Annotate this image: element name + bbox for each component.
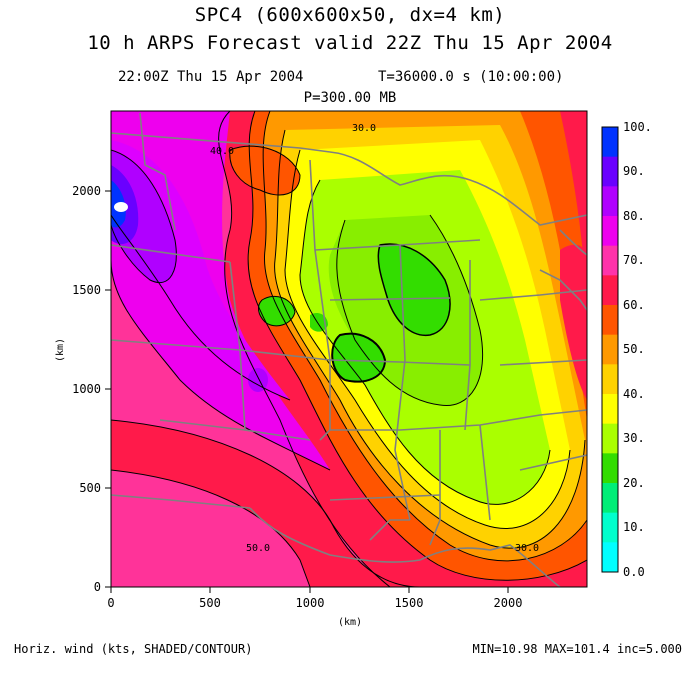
y-tick-label: 500	[79, 481, 101, 495]
pressure-level-label: P=300.00 MB	[303, 90, 397, 106]
y-tick-labels: 0 500 1000 1500 2000	[72, 184, 101, 594]
x-axis-unit: (km)	[338, 617, 362, 628]
colorbar-cell	[602, 423, 618, 454]
y-tick-label: 1500	[72, 283, 101, 297]
axis-ticks	[105, 190, 509, 593]
colorbar-cell	[602, 334, 618, 365]
colorbar-cell	[602, 305, 618, 336]
colorbar-cell	[602, 542, 618, 573]
colorbar-cell	[602, 364, 618, 395]
plot-title-line2: 10 h ARPS Forecast valid 22Z Thu 15 Apr …	[87, 32, 613, 54]
contour-labels: 40.0 30.0 50.0 30.0	[210, 123, 539, 554]
plot-title-line1: SPC4 (600x600x50, dx=4 km)	[194, 4, 506, 26]
colorbar-label: 30.	[623, 431, 645, 445]
colorbar-label: 0.0	[623, 565, 645, 579]
model-time-label: T=36000.0 s (10:00:00)	[378, 69, 564, 85]
y-tick-label: 0	[94, 580, 101, 594]
colorbar-cell	[602, 245, 618, 276]
colorbar-cell	[602, 483, 618, 514]
colorbar-label: 40.	[623, 387, 645, 401]
contour-label: 40.0	[210, 146, 234, 157]
colorbar-label: 100.	[623, 120, 652, 134]
x-tick-labels: 0 500 1000 1500 2000	[107, 596, 522, 610]
x-tick-label: 2000	[494, 596, 523, 610]
colorbar-label: 70.	[623, 253, 645, 267]
y-axis-unit: (km)	[55, 338, 66, 362]
colorbar-cell	[602, 512, 618, 543]
colorbar-frame	[601, 126, 619, 573]
contour-label: 50.0	[246, 543, 270, 554]
colorbar-cell	[602, 453, 618, 484]
colorbar-cell	[602, 216, 618, 247]
colorbar-label: 90.	[623, 164, 645, 178]
colorbar-label: 10.	[623, 520, 645, 534]
valid-time-label: 22:00Z Thu 15 Apr 2004	[118, 69, 304, 85]
x-tick-label: 1000	[296, 596, 325, 610]
wind-speed-shading	[111, 111, 587, 587]
x-tick-label: 1500	[395, 596, 424, 610]
y-tick-label: 2000	[72, 184, 101, 198]
colorbar-cell	[602, 156, 618, 187]
y-tick-label: 1000	[72, 382, 101, 396]
field-description: Horiz. wind (kts, SHADED/CONTOUR)	[14, 642, 253, 656]
field-statistics: MIN=10.98 MAX=101.4 inc=5.000	[472, 642, 682, 656]
colorbar-cell	[602, 186, 618, 217]
contour-label: 30.0	[352, 123, 376, 134]
colorbar-labels: 100. 90. 80. 70. 60. 50. 40. 30. 20. 10.…	[623, 120, 652, 579]
political-boundaries	[111, 112, 587, 587]
colorbar-label: 50.	[623, 342, 645, 356]
colorbar-label: 60.	[623, 298, 645, 312]
colorbar-cell	[602, 275, 618, 306]
colorbar-label: 80.	[623, 209, 645, 223]
x-tick-label: 0	[107, 596, 114, 610]
map-frame	[110, 110, 588, 588]
colorbar-cell	[602, 394, 618, 425]
x-tick-label: 500	[199, 596, 221, 610]
colorbar	[601, 126, 619, 573]
contour-label: 30.0	[515, 543, 539, 554]
colorbar-label: 20.	[623, 476, 645, 490]
wind-contours	[111, 111, 587, 587]
colorbar-cell	[602, 127, 618, 158]
